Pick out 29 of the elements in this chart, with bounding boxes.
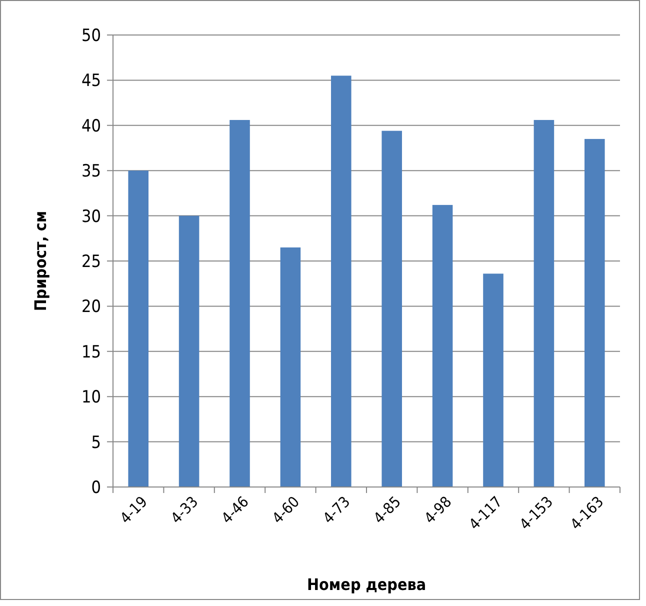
bar	[128, 170, 148, 487]
y-tick-label: 0	[91, 478, 101, 498]
x-tick-label: 4-85	[370, 492, 404, 528]
y-tick-label: 5	[91, 432, 101, 453]
x-tick-label: 4-98	[420, 492, 456, 528]
y-tick-label: 40	[82, 116, 101, 136]
bar	[584, 138, 605, 487]
bar	[230, 120, 250, 487]
x-tick-label: 4-60	[268, 492, 303, 528]
bar	[534, 120, 554, 487]
bar	[331, 76, 352, 487]
y-tick-label: 25	[82, 252, 101, 272]
bar	[483, 274, 504, 487]
y-tick-label: 35	[82, 162, 101, 182]
x-tick-label: 4-19	[116, 492, 151, 528]
y-tick-label: 50	[82, 26, 101, 46]
y-tick-label: 45	[82, 71, 101, 92]
bar	[432, 204, 453, 487]
y-tick-label: 30	[82, 206, 101, 227]
y-axis-title: Прирост, см	[31, 210, 50, 312]
x-tick-label: 4-33	[167, 492, 202, 528]
y-tick-label: 20	[82, 297, 101, 318]
bar	[178, 216, 200, 487]
bar	[280, 247, 301, 487]
y-tick-label: 10	[82, 388, 101, 408]
x-tick-label: 4-73	[319, 492, 354, 528]
y-tick-label: 15	[82, 342, 101, 362]
x-axis-title: Номер дерева	[306, 575, 426, 594]
bar	[382, 130, 402, 487]
